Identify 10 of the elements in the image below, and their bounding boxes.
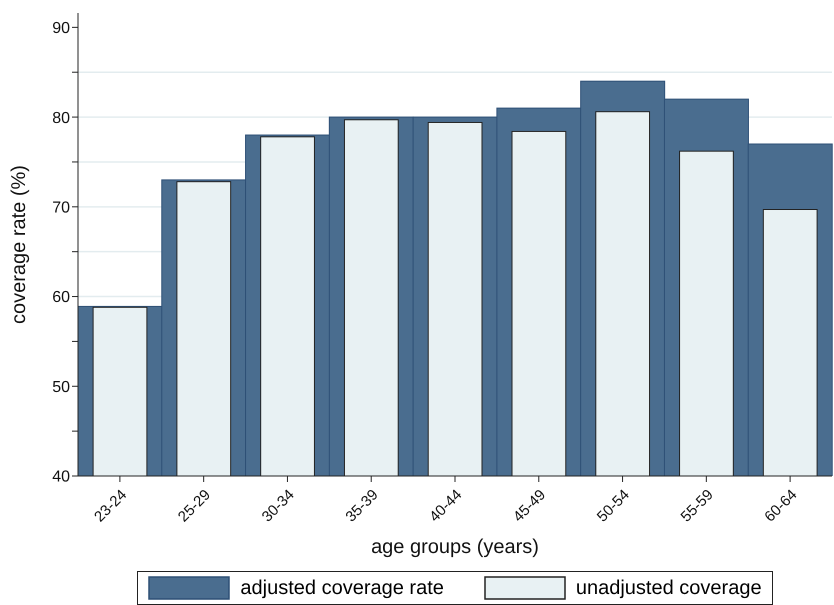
y-tick-label: 60	[52, 289, 70, 306]
y-tick-label: 40	[52, 468, 70, 486]
legend-label: unadjusted coverage	[576, 576, 762, 600]
y-tick-label: 90	[52, 20, 70, 38]
y-tick-label: 70	[52, 199, 70, 216]
y-tick-label: 50	[52, 378, 70, 396]
x-axis-title: age groups (years)	[371, 536, 539, 558]
legend-label: adjusted coverage rate	[240, 576, 444, 600]
y-tick-label: 80	[52, 110, 70, 127]
y-axis-title: coverage rate (%)	[8, 165, 30, 324]
